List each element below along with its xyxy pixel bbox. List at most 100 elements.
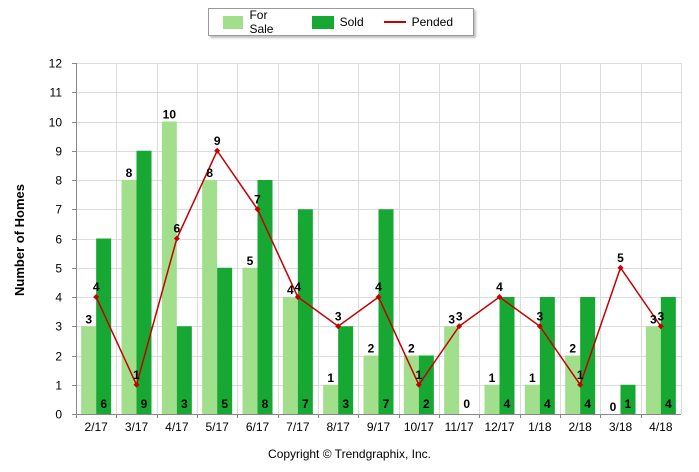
- axes: [72, 63, 681, 415]
- bar-sold: [620, 384, 636, 414]
- data-label-pended: 4: [375, 280, 382, 294]
- data-label-pended: 3: [657, 309, 664, 323]
- bar-for-sale: [282, 297, 298, 414]
- bar-sold: [539, 297, 555, 414]
- data-label-for-sale: 2: [569, 342, 576, 356]
- bar-sold: [96, 238, 112, 414]
- bar-sold: [136, 150, 152, 414]
- y-tick-label: 3: [55, 320, 62, 334]
- data-label-sold: 5: [221, 397, 228, 411]
- pended-point: [294, 294, 301, 300]
- x-tick-label: 7/17: [286, 420, 310, 434]
- x-tick-label: 1/18: [528, 420, 552, 434]
- bar-sold: [176, 326, 192, 414]
- x-tick-label: 12/17: [484, 420, 514, 434]
- data-label-sold: 7: [383, 397, 390, 411]
- x-tick-label: 3/17: [125, 420, 149, 434]
- pended-point: [536, 323, 543, 330]
- pended-point: [254, 206, 261, 213]
- bar-for-sale: [121, 180, 137, 414]
- y-tick-label: 2: [55, 350, 62, 364]
- data-label-sold: 0: [463, 397, 470, 411]
- data-label-pended: 9: [214, 134, 221, 148]
- x-tick-label: 4/18: [649, 420, 673, 434]
- pended-point: [657, 323, 664, 330]
- bar-sold: [580, 297, 596, 414]
- data-label-sold: 4: [504, 397, 511, 411]
- legend-item-sold: Sold: [311, 15, 364, 29]
- copyright-text: Copyright © Trendgraphix, Inc.: [268, 447, 431, 461]
- data-label-sold: 7: [302, 397, 309, 411]
- x-tick-label: 9/17: [367, 420, 391, 434]
- legend-item-for-sale: For Sale: [223, 8, 292, 36]
- x-tick-label: 2/18: [568, 420, 592, 434]
- data-label-pended: 6: [173, 222, 180, 236]
- data-label-sold: 3: [342, 397, 349, 411]
- bar-for-sale: [81, 326, 97, 414]
- bar-sold: [338, 326, 354, 414]
- x-tick-label: 6/17: [246, 420, 270, 434]
- y-tick-label: 7: [55, 203, 62, 217]
- data-label-for-sale: 2: [408, 342, 415, 356]
- data-label-for-sale: 5: [247, 254, 254, 268]
- bar-for-sale: [565, 355, 581, 414]
- pended-point: [375, 294, 382, 300]
- pended-line: [93, 147, 664, 388]
- data-label-pended: 7: [254, 192, 261, 206]
- data-label-for-sale: 4: [287, 283, 294, 297]
- bar-for-sale: [202, 180, 218, 414]
- data-label-pended: 4: [93, 280, 100, 294]
- pended-point: [93, 294, 100, 300]
- pended-point: [617, 264, 624, 271]
- x-tick-label: 10/17: [404, 420, 434, 434]
- legend-swatch-for-sale: [223, 15, 244, 29]
- x-tick-label: 4/17: [165, 420, 189, 434]
- data-label-pended: 4: [496, 280, 503, 294]
- bars: [81, 121, 676, 414]
- data-label-for-sale: 1: [327, 371, 334, 385]
- legend-swatch-sold: [311, 15, 334, 29]
- bar-sold: [660, 297, 676, 414]
- legend: For Sale Sold Pended: [208, 8, 474, 36]
- data-label-for-sale: 1: [489, 371, 496, 385]
- bar-for-sale: [403, 355, 419, 414]
- x-axis-ticks: 2/17 3/17 4/17 5/17 6/17 7/17 8/17 9/17 10/17 11/…: [76, 414, 673, 434]
- legend-label-sold: Sold: [339, 15, 364, 29]
- pended-point: [577, 381, 584, 388]
- data-label-for-sale: 0: [610, 400, 617, 414]
- y-tick-label: 1: [55, 379, 62, 393]
- data-label-pended: 4: [294, 280, 301, 294]
- data-label-for-sale: 8: [206, 166, 213, 180]
- y-tick-label: 5: [55, 262, 62, 276]
- pended-point: [496, 294, 503, 300]
- data-label-sold: 9: [141, 397, 148, 411]
- bar-for-sale: [484, 384, 500, 414]
- pended-point: [173, 235, 180, 242]
- y-tick-label: 6: [55, 233, 62, 247]
- data-label-pended: 1: [577, 368, 584, 382]
- y-tick-label: 0: [55, 408, 62, 422]
- data-label-pended: 3: [335, 309, 342, 323]
- y-tick-label: 10: [49, 116, 63, 130]
- bar-for-sale: [444, 326, 460, 414]
- bar-sold: [217, 267, 233, 414]
- data-label-sold: 8: [262, 397, 269, 411]
- data-label-sold: 4: [544, 397, 551, 411]
- y-tick-label: 9: [55, 145, 62, 159]
- bar-for-sale: [524, 384, 540, 414]
- data-label-for-sale: 2: [368, 342, 375, 356]
- data-label-sold: 6: [100, 397, 107, 411]
- data-label-sold: 1: [625, 397, 632, 411]
- data-label-for-sale: 1: [529, 371, 536, 385]
- data-label-pended: 3: [536, 309, 543, 323]
- data-label-pended: 1: [415, 368, 422, 382]
- x-tick-label: 11/17: [445, 420, 474, 434]
- data-label-for-sale: 3: [650, 312, 657, 326]
- data-label-sold: 3: [181, 397, 188, 411]
- y-axis-label: Number of Homes: [12, 184, 27, 296]
- bar-sold: [418, 355, 434, 414]
- legend-label-pended: Pended: [411, 15, 453, 29]
